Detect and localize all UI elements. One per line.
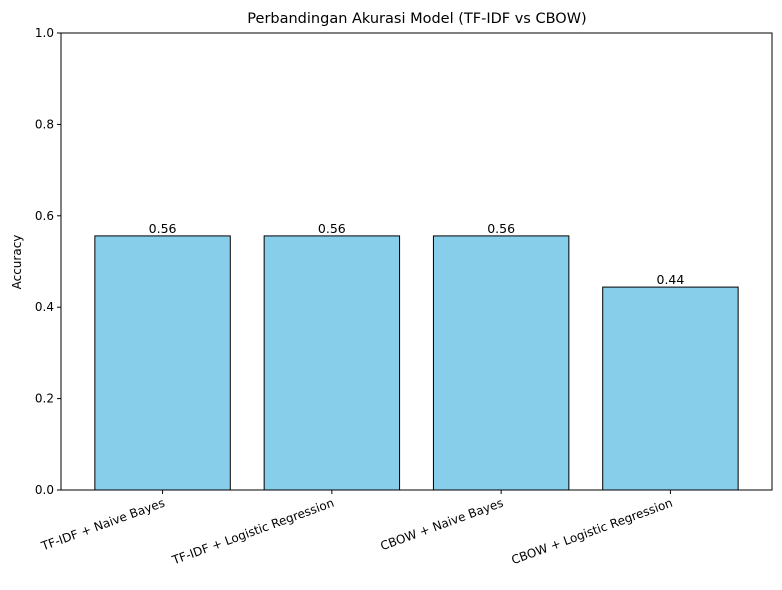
- bar-value-label-1: 0.56: [149, 221, 177, 236]
- y-tick-label-5: 0.8: [35, 117, 54, 131]
- bar-3: [432, 235, 570, 491]
- bar-2: [263, 235, 401, 491]
- bar-4: [602, 286, 739, 491]
- bar-value-labels: 0.56 0.56 0.56 0.44: [149, 221, 685, 287]
- y-tick-label-1: 0.0: [35, 483, 54, 497]
- y-axis-ticks: 0.0 0.2 0.4 0.6 0.8 1.0: [35, 26, 61, 497]
- x-axis-ticks: TF-IDF + Naive Bayes TF-IDF + Logistic Re…: [39, 490, 674, 568]
- bars-group: [94, 235, 739, 491]
- x-tick-label-3: CBOW + Naive Bayes: [379, 496, 506, 554]
- bar-value-label-2: 0.56: [318, 221, 346, 236]
- y-tick-label-2: 0.2: [35, 392, 54, 406]
- x-tick-label-1: TF-IDF + Naive Bayes: [39, 496, 167, 554]
- y-axis-label: Accuracy: [10, 235, 24, 290]
- bar-value-label-4: 0.44: [657, 272, 685, 287]
- x-tick-label-2: TF-IDF + Logistic Regression: [169, 496, 335, 568]
- bar-1: [94, 235, 231, 491]
- y-tick-label-6: 1.0: [35, 26, 54, 40]
- chart-title: Perbandingan Akurasi Model (TF-IDF vs CB…: [247, 11, 586, 27]
- plot-frame: [60, 32, 773, 491]
- bar-value-label-3: 0.56: [487, 221, 515, 236]
- y-tick-label-4: 0.6: [35, 209, 54, 223]
- x-tick-label-4: CBOW + Logistic Regression: [509, 496, 674, 567]
- y-tick-label-3: 0.4: [35, 300, 54, 314]
